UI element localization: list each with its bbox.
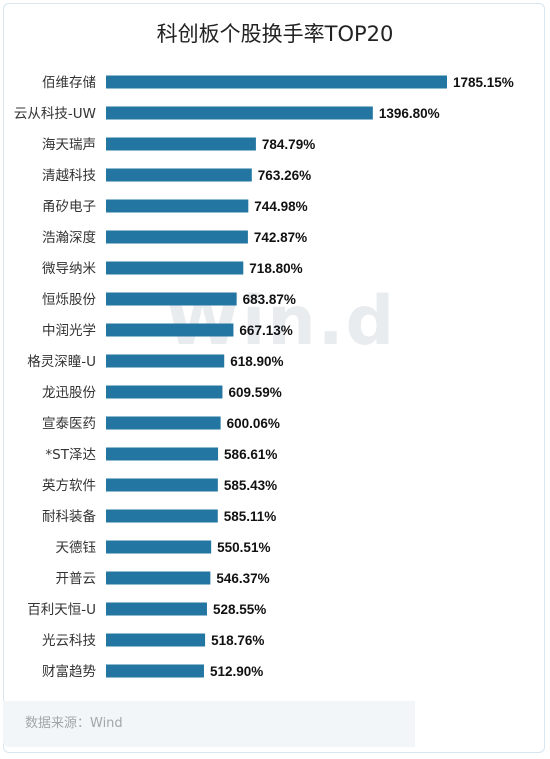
bar-chart: 佰维存储 1785.15% 云从科技-UW 1396.80% 海天瑞声 784.79% 清越… [14,75,514,680]
chart-card: 科创板个股换手率TOP20 [3,3,545,753]
value-label: 742.87% [254,230,307,245]
value-label: 600.06% [227,416,280,431]
category-label: 财富趋势 [42,663,96,680]
bar [106,540,212,554]
bar [106,106,373,120]
value-label: 667.13% [239,323,292,338]
value-label: 1785.15% [453,75,514,90]
footer: 数据来源：Wind [3,701,415,747]
category-label: 海天瑞声 [42,137,96,153]
bar [106,75,447,89]
bar [106,385,223,399]
category-label: 浩瀚深度 [42,230,96,246]
bar [106,292,237,306]
value-label: 512.90% [210,664,263,679]
bar [106,571,211,585]
bar [106,509,218,523]
category-label: 百利天恒-U [27,602,96,618]
category-label: 格灵深瞳-U [27,353,96,370]
bar [106,137,256,151]
bar [106,354,225,368]
bar [106,633,206,647]
value-label: 546.37% [216,571,269,586]
value-label: 784.79% [262,137,315,152]
value-label: 585.11% [224,509,277,524]
bar [106,168,252,182]
category-label: 开普云 [56,571,97,587]
category-label: 佰维存储 [42,75,96,91]
bar [106,261,244,275]
value-label: 744.98% [254,199,307,214]
value-label: 609.59% [228,385,281,400]
bar [106,447,219,461]
category-label: 恒烁股份 [42,292,96,308]
value-label: 550.51% [217,540,270,555]
category-label: 微导纳米 [42,261,96,277]
category-label: *ST泽达 [45,447,96,463]
value-label: 763.26% [258,168,311,183]
bar [106,602,207,616]
category-label: 宣泰医药 [42,416,96,432]
category-label: 英方软件 [42,477,96,494]
value-label: 683.87% [243,292,296,307]
category-label: 甬矽电子 [42,199,96,215]
value-label: 718.80% [249,261,302,276]
value-label: 528.55% [213,602,266,617]
bar [106,416,221,430]
chart-title: 科创板个股换手率TOP20 [156,22,394,46]
bar [106,199,249,213]
bar [106,478,218,492]
value-label: 586.61% [224,447,277,462]
category-label: 云从科技-UW [14,106,96,122]
bar [106,323,234,337]
category-label: 耐科装备 [42,508,96,525]
category-label: 中润光学 [42,323,96,339]
bar [106,664,204,678]
category-label: 光云科技 [42,633,96,649]
value-label: 1396.80% [379,106,440,121]
category-label: 清越科技 [42,168,96,184]
bar [106,230,248,244]
category-label: 天德钰 [56,540,97,556]
value-label: 585.43% [224,478,277,493]
data-source: 数据来源：Wind [25,716,123,731]
value-label: 618.90% [230,354,283,369]
value-label: 518.76% [211,633,264,648]
category-label: 龙迅股份 [42,385,96,401]
